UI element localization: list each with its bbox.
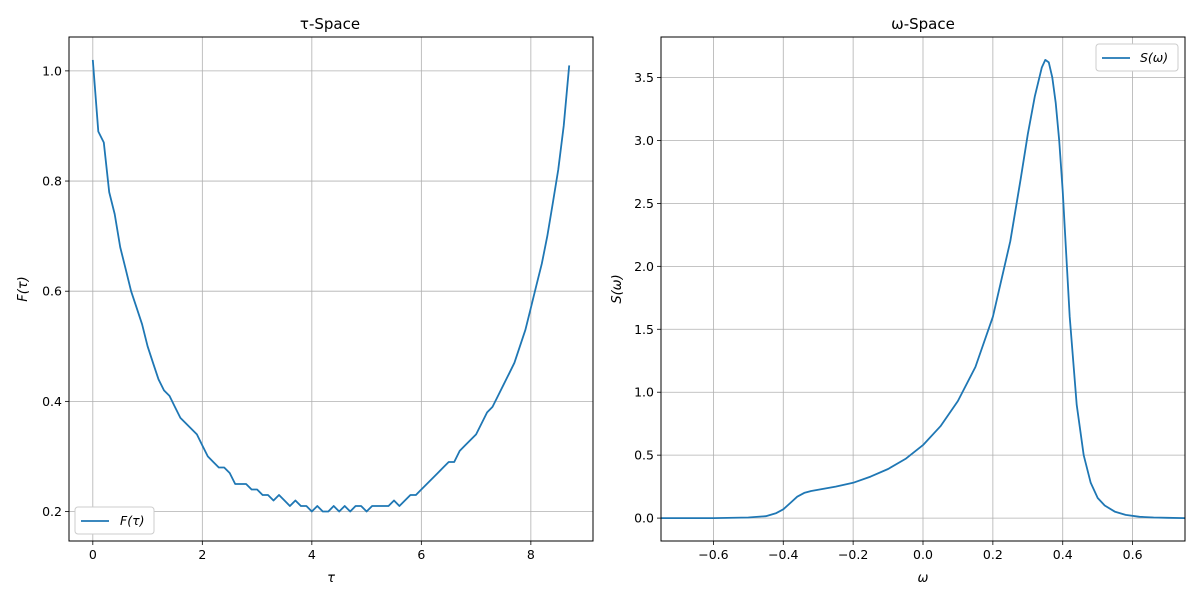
x-tick-label: −0.6 <box>698 547 728 562</box>
legend-label: S(ω) <box>1140 50 1168 65</box>
grid <box>661 37 1185 541</box>
y-tick-label: 0.8 <box>42 174 62 189</box>
legend-label: F(τ) <box>120 513 144 528</box>
y-tick-label: 0.0 <box>634 511 654 526</box>
legend-box <box>1095 43 1179 72</box>
y-tick-label: 3.0 <box>634 133 654 148</box>
x-tick-label: 0.4 <box>1053 547 1073 562</box>
x-tick-label: 6 <box>417 547 425 562</box>
x-ticks: −0.6 −0.4 −0.2 0.0 0.2 0.4 0.6 <box>698 541 1143 562</box>
x-axis-label: ω <box>918 571 929 586</box>
x-tick-label: 8 <box>527 547 535 562</box>
chart-tau-space: τ-Space 0 2 4 6 8 0.2 0.4 0.6 0.8 1.0 τ F(τ) F(τ… <box>16 15 594 586</box>
chart-title: ω-Space <box>891 15 955 33</box>
y-tick-label: 0.2 <box>42 504 62 519</box>
y-tick-label: 0.4 <box>42 394 62 409</box>
y-tick-label: 1.5 <box>634 322 654 337</box>
series-line-s-omega <box>661 59 1186 519</box>
plot-frame <box>68 36 594 542</box>
y-ticks: 0.0 0.5 1.0 1.5 2.0 2.5 3.0 3.5 <box>634 70 661 526</box>
y-tick-label: 1.0 <box>634 385 654 400</box>
x-tick-label: −0.4 <box>768 547 798 562</box>
y-ticks: 0.2 0.4 0.6 0.8 1.0 <box>42 63 69 519</box>
chart-title: τ-Space <box>300 15 360 33</box>
x-ticks: 0 2 4 6 8 <box>89 541 535 562</box>
x-axis-label: τ <box>327 571 335 586</box>
y-tick-label: 3.5 <box>634 70 654 85</box>
x-tick-label: 4 <box>308 547 316 562</box>
x-tick-label: 0.6 <box>1123 547 1143 562</box>
y-tick-label: 0.6 <box>42 284 62 299</box>
y-tick-label: 2.0 <box>634 259 654 274</box>
y-axis-label: F(τ) <box>16 276 31 301</box>
x-tick-label: 0.0 <box>913 547 933 562</box>
legend-box <box>74 506 155 535</box>
x-tick-label: 0.2 <box>983 547 1003 562</box>
y-tick-label: 1.0 <box>42 63 62 78</box>
legend: F(τ) <box>74 506 155 535</box>
y-axis-label: S(ω) <box>610 274 625 303</box>
x-tick-label: −0.2 <box>838 547 868 562</box>
y-tick-label: 0.5 <box>634 448 654 463</box>
x-tick-label: 0 <box>89 547 97 562</box>
y-tick-label: 2.5 <box>634 196 654 211</box>
grid <box>69 37 593 541</box>
series-line-f-tau <box>91 59 571 513</box>
legend: S(ω) <box>1095 43 1179 72</box>
chart-omega-space: ω-Space −0.6 −0.4 −0.2 0.0 0.2 0.4 0.6 0.0 0.5 1… <box>610 15 1186 586</box>
x-tick-label: 2 <box>198 547 206 562</box>
